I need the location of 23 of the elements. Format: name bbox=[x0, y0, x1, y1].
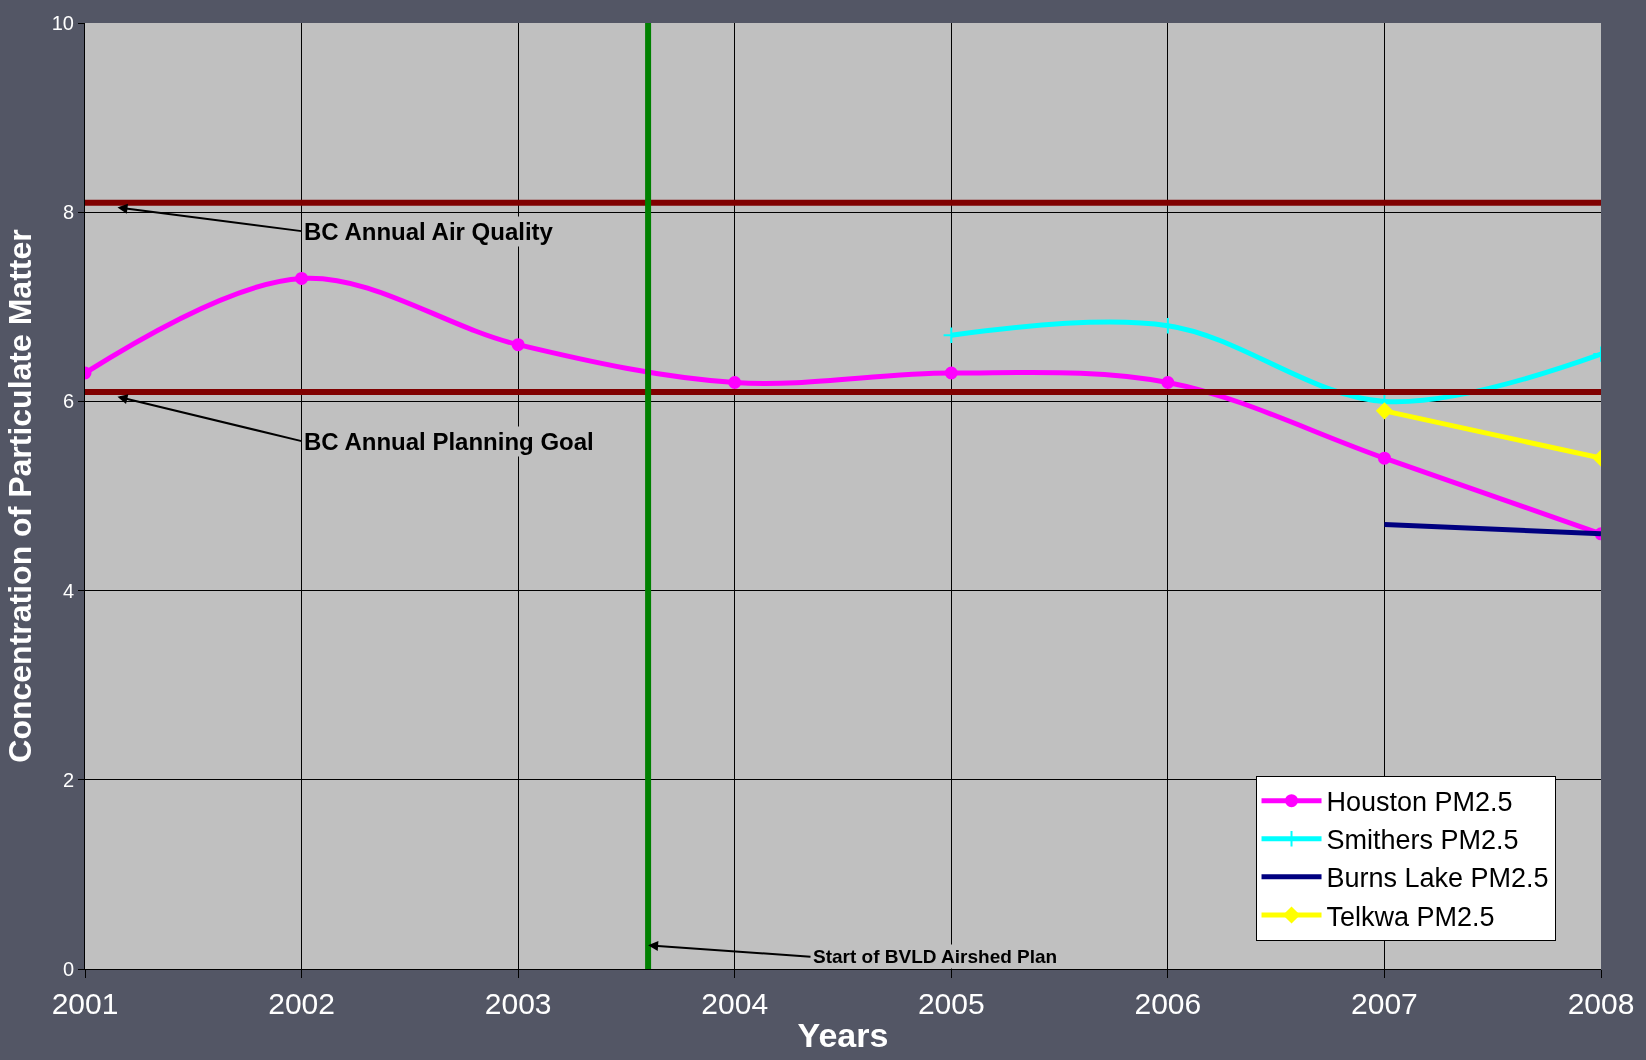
legend-label: Burns Lake PM2.5 bbox=[1326, 863, 1549, 894]
x-tick-label: 2007 bbox=[1351, 987, 1418, 1020]
y-tick-label: 4 bbox=[62, 579, 74, 602]
x-tick-label: 2008 bbox=[1567, 987, 1635, 1020]
y-tick-label: 6 bbox=[62, 390, 74, 413]
legend-label: Houston PM2.5 bbox=[1326, 787, 1513, 818]
y-axis-title: Concentration of Particulate Matter bbox=[2, 229, 39, 763]
x-tick-label: 2004 bbox=[701, 987, 769, 1020]
x-tick-label: 2005 bbox=[917, 987, 985, 1020]
y-tick-label: 0 bbox=[62, 958, 74, 980]
y-tick-label: 8 bbox=[62, 201, 74, 224]
y-tick-label: 10 bbox=[51, 12, 74, 34]
legend-label: Telkwa PM2.5 bbox=[1326, 901, 1495, 932]
ref-line-label: BC Annual Planning Goal bbox=[304, 428, 594, 455]
x-tick-label: 2002 bbox=[268, 987, 335, 1020]
y-tick-label: 2 bbox=[62, 768, 74, 791]
x-axis-title: Years bbox=[797, 1016, 889, 1055]
legend-label: Smithers PM2.5 bbox=[1326, 825, 1519, 856]
ref-line-label: BC Annual Air Quality bbox=[304, 218, 554, 245]
x-tick-label: 2003 bbox=[484, 987, 552, 1020]
x-tick-label: 2001 bbox=[51, 987, 119, 1020]
ref-line-label: Start of BVLD Airshed Plan bbox=[813, 946, 1058, 967]
x-tick-label: 2006 bbox=[1134, 987, 1202, 1020]
